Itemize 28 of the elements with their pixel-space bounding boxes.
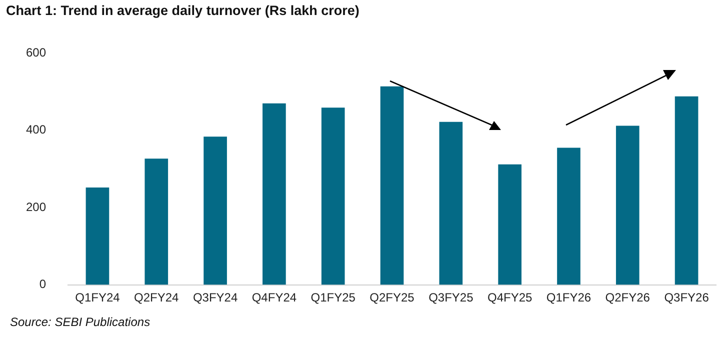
x-tick-label: Q1FY24 — [75, 290, 120, 304]
bar — [204, 136, 227, 285]
bar — [616, 126, 640, 285]
x-tick-label: Q3FY24 — [192, 290, 238, 304]
x-tick-label: Q2FY25 — [370, 290, 415, 304]
y-tick-label: 600 — [26, 46, 46, 60]
x-tick-label: Q2FY26 — [605, 290, 650, 304]
bar — [674, 96, 698, 285]
x-tick-label: Q4FY25 — [487, 290, 532, 304]
y-tick-label: 400 — [26, 122, 46, 137]
bar — [439, 122, 463, 285]
chart-title: Chart 1: Trend in average daily turnover (Rs lakh crore) — [6, 3, 360, 18]
bar — [86, 188, 110, 285]
x-tick-label: Q3FY25 — [428, 290, 474, 304]
y-tick-label: 200 — [26, 200, 46, 214]
x-tick-label: Q1FY26 — [546, 290, 592, 304]
bar — [380, 86, 404, 285]
bar — [498, 164, 522, 285]
bar — [262, 103, 286, 285]
x-tick-label: Q1FY25 — [310, 290, 356, 304]
bar — [321, 108, 345, 285]
x-tick-label: Q3FY26 — [664, 290, 710, 304]
bar — [557, 148, 580, 285]
y-tick-label: 0 — [39, 277, 46, 292]
x-tick-label: Q4FY24 — [252, 290, 297, 304]
source-note: Source: SEBI Publications — [10, 315, 150, 329]
bar — [144, 158, 168, 285]
x-tick-label: Q2FY24 — [134, 290, 180, 304]
